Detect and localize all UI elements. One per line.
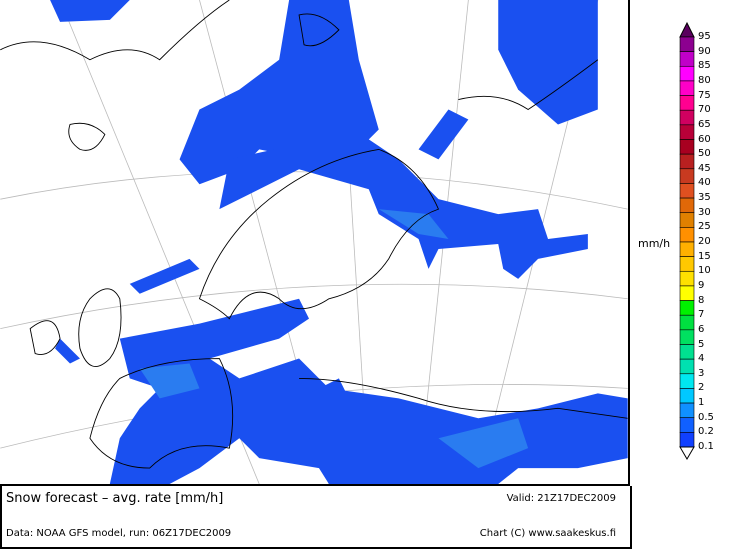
legend-label: 4 [698, 353, 705, 365]
legend-label: 90 [698, 45, 711, 57]
legend-label: 30 [698, 206, 711, 218]
legend-label: 0.1 [698, 441, 714, 452]
legend-swatch [679, 285, 695, 301]
color-legend: mm/h 95 90 85 80 75 70 65 60 50 45 40 35 30 25 20 15 10 9… [632, 0, 732, 549]
snow-areas [50, 0, 628, 484]
legend-label: 7 [698, 309, 705, 321]
legend-label: 6 [698, 323, 705, 335]
legend-label: 2 [698, 382, 705, 394]
legend-label: 65 [698, 118, 711, 130]
legend-swatch [679, 344, 695, 360]
legend-swatch [679, 212, 695, 228]
legend-swatch [679, 417, 695, 433]
legend-swatch [679, 358, 695, 375]
legend-arrow-top [679, 21, 695, 38]
legend-label: 9 [698, 279, 705, 291]
legend-swatch [679, 373, 695, 389]
legend-swatch [679, 139, 695, 155]
legend-label: 60 [698, 133, 711, 145]
legend-swatch [679, 388, 695, 404]
legend-swatch [679, 329, 695, 345]
legend-swatch [679, 183, 695, 199]
legend-swatch [679, 197, 695, 214]
legend-label: 5 [698, 338, 705, 350]
legend-label: 85 [698, 60, 711, 72]
legend-swatch [679, 241, 695, 257]
legend-label: 0.5 [698, 411, 714, 423]
chart-credit: Chart (C) www.saakeskus.fi [479, 528, 616, 539]
legend-swatch [679, 168, 695, 184]
legend-swatch [679, 95, 695, 111]
legend-label: 3 [698, 367, 705, 379]
legend-swatch [679, 153, 695, 170]
legend-swatch [679, 124, 695, 140]
legend-swatch [679, 314, 695, 331]
legend-swatch [679, 402, 695, 419]
legend-label: 20 [698, 236, 711, 247]
valid-time: Valid: 21Z17DEC2009 [506, 493, 616, 504]
legend-unit: mm/h [638, 237, 671, 250]
legend-label: 95 [698, 31, 711, 42]
legend-swatch [679, 36, 695, 52]
legend-label: 70 [698, 104, 711, 116]
legend-label: 8 [698, 294, 705, 306]
legend-swatch [679, 51, 695, 67]
legend-arrow-bottom [679, 446, 695, 460]
legend-swatch [679, 80, 695, 96]
legend-label: 40 [698, 177, 711, 189]
legend-label: 45 [698, 162, 711, 174]
legend-label: 50 [698, 148, 711, 160]
colorbar [679, 21, 695, 460]
legend-swatch [679, 270, 695, 287]
legend-swatch [679, 109, 695, 126]
legend-swatch [679, 300, 695, 316]
legend-label: 10 [698, 265, 711, 277]
chart-footer: Snow forecast – avg. rate [mm/h] Valid: … [0, 486, 632, 549]
coastlines [0, 0, 628, 469]
legend-label: 0.2 [698, 426, 714, 438]
legend-label: 75 [698, 89, 711, 101]
legend-swatch [679, 65, 695, 82]
legend-label: 15 [698, 250, 711, 262]
map-area [0, 0, 630, 486]
data-source: Data: NOAA GFS model, run: 06Z17DEC2009 [6, 528, 232, 539]
legend-label: 25 [698, 221, 711, 233]
chart-title: Snow forecast – avg. rate [mm/h] [6, 491, 224, 506]
legend-label: 35 [698, 192, 711, 204]
legend-label: 80 [698, 74, 711, 86]
legend-swatch [679, 227, 695, 243]
legend-swatch [679, 256, 695, 272]
legend-label: 1 [698, 397, 705, 409]
legend-swatch [679, 432, 695, 448]
